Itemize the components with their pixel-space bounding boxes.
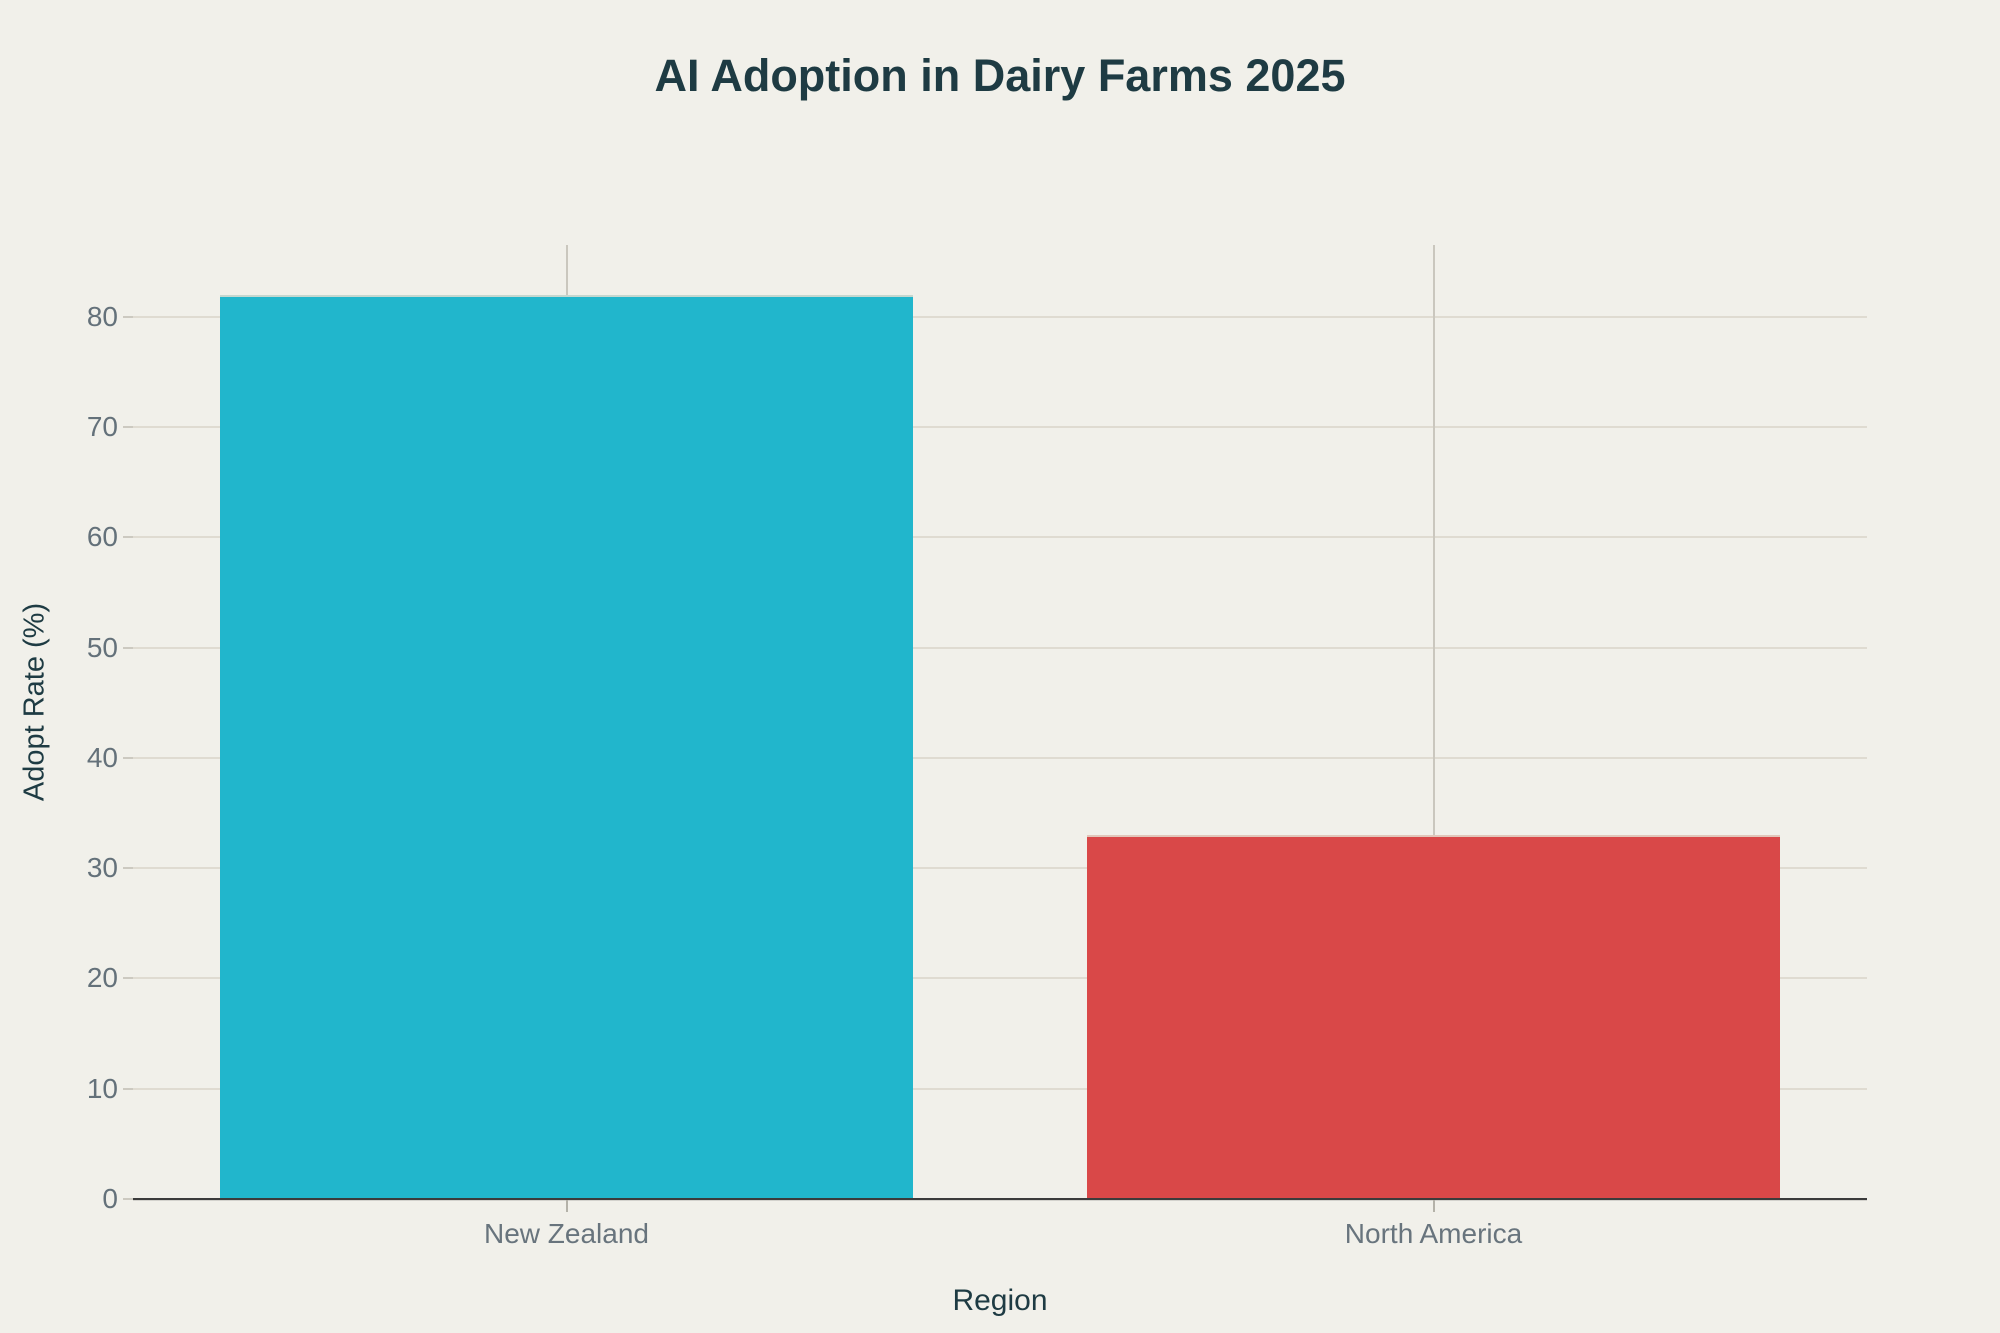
y-tick-label-60: 60 bbox=[86, 521, 118, 553]
x-tick-label-new-zealand: New Zealand bbox=[484, 1218, 649, 1249]
y-tick-mark-40 bbox=[123, 756, 133, 759]
y-tick-mark-0 bbox=[123, 1198, 133, 1200]
plot-area bbox=[123, 245, 1867, 1200]
gridline-y-20 bbox=[133, 977, 1867, 980]
bar-new-zealand bbox=[219, 294, 914, 1199]
y-tick-mark-70 bbox=[123, 425, 133, 428]
x-tick-mark-north-america bbox=[1432, 1200, 1435, 1212]
chart-title: AI Adoption in Dairy Farms 2025 bbox=[654, 50, 1346, 101]
gridline-y-70 bbox=[133, 425, 1867, 428]
y-tick-mark-50 bbox=[123, 646, 133, 649]
x-tick-label-north-america: North America bbox=[1344, 1218, 1523, 1249]
y-tick-mark-60 bbox=[123, 536, 133, 539]
y-tick-label-70: 70 bbox=[86, 410, 118, 442]
gridline-y-30 bbox=[133, 867, 1867, 870]
gridline-y-50 bbox=[133, 646, 1867, 649]
y-tick-label-0: 0 bbox=[102, 1183, 118, 1214]
y-tick-label-20: 20 bbox=[86, 962, 118, 994]
gridline-y-60 bbox=[133, 536, 1867, 539]
bar-north-america bbox=[1086, 835, 1781, 1199]
gridline-y-40 bbox=[133, 756, 1867, 759]
x-axis-title: Region bbox=[952, 1284, 1048, 1317]
x-tick-mark-new-zealand bbox=[565, 1200, 568, 1212]
gridline-y-80 bbox=[133, 315, 1867, 318]
y-tick-label-40: 40 bbox=[86, 741, 118, 773]
y-tick-mark-10 bbox=[123, 1087, 133, 1090]
y-tick-mark-80 bbox=[123, 315, 133, 318]
gridline-y-10 bbox=[133, 1087, 1867, 1090]
y-tick-mark-20 bbox=[123, 977, 133, 980]
y-tick-label-50: 50 bbox=[86, 631, 118, 663]
x-axis-line bbox=[133, 1198, 1867, 1200]
y-tick-label-80: 80 bbox=[86, 300, 118, 332]
y-tick-label-10: 10 bbox=[86, 1072, 118, 1104]
y-tick-label-30: 30 bbox=[86, 852, 118, 884]
gridline-x-north-america bbox=[1432, 245, 1435, 1199]
y-tick-mark-30 bbox=[123, 867, 133, 870]
